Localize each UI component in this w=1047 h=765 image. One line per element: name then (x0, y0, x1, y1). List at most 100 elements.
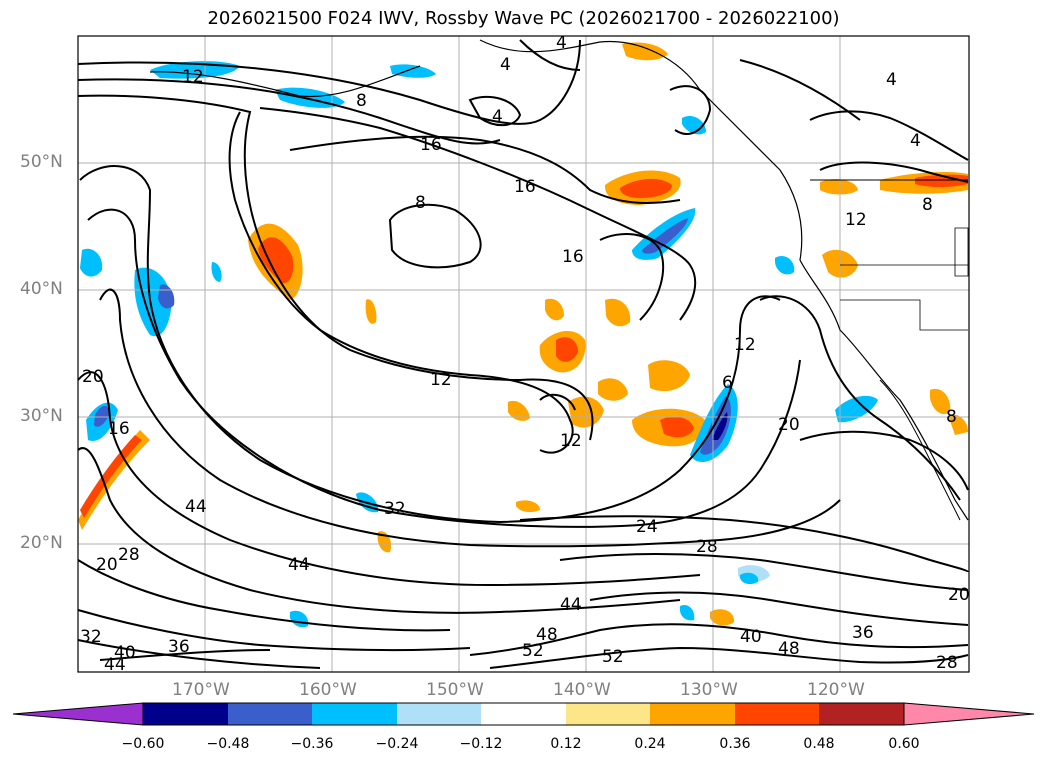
contour-line (77, 609, 471, 652)
colorbar-segment (481, 703, 566, 725)
fill-positive (545, 298, 564, 321)
graticule (78, 36, 969, 672)
lat-label: 20°N (20, 533, 63, 553)
contour-line (809, 110, 969, 161)
contour-label: 20 (948, 585, 970, 605)
lat-label: 30°N (20, 406, 63, 426)
colorbar-tick-label: 0.24 (634, 736, 666, 752)
map-border (77, 35, 970, 673)
contour-label: 16 (514, 177, 536, 197)
colorbar-tick-label: −0.48 (206, 736, 250, 752)
contour-label: 16 (562, 247, 584, 267)
colorbar (12, 702, 1035, 726)
contour-label: 12 (182, 67, 204, 87)
contour-label: 4 (500, 55, 511, 75)
fill-positive (820, 179, 858, 195)
lon-label: 170°W (172, 680, 230, 700)
contour-line (599, 233, 665, 321)
lon-label: 160°W (299, 680, 357, 700)
coastline (149, 39, 969, 521)
contour-line (99, 288, 841, 548)
fill-negative (211, 262, 222, 282)
contour-line (669, 85, 712, 135)
fill-positive (620, 178, 672, 198)
contour-line (77, 94, 594, 441)
colorbar-tick-label: 0.60 (888, 736, 920, 752)
map-area (78, 36, 969, 672)
colorbar-tick-label: 0.12 (550, 736, 582, 752)
contour-line (77, 39, 581, 125)
contour-label: 20 (82, 367, 104, 387)
contour-label: 24 (636, 517, 658, 537)
fill-negative (94, 405, 110, 427)
fill-negative (642, 218, 688, 254)
contour-label: 6 (722, 373, 733, 393)
contour-line (468, 95, 522, 127)
contour-label: 52 (602, 647, 624, 667)
contour-line (519, 39, 581, 71)
fill-positive (648, 360, 690, 392)
fill-negative (390, 64, 436, 78)
lake-outline (954, 227, 969, 277)
contour-line (519, 515, 969, 573)
colorbar-segment (397, 703, 481, 725)
fill-negative (775, 255, 795, 275)
colorbar-segment (566, 703, 650, 725)
fill-positive (516, 500, 540, 513)
contour-line (79, 165, 781, 524)
contour-label: 44 (104, 655, 126, 675)
north-america-coast (479, 39, 969, 521)
baja-coast (879, 379, 961, 521)
fill-positive (78, 430, 150, 530)
fill-negative (700, 396, 731, 455)
contour-label: 12 (845, 210, 867, 230)
colorbar-extend-low (12, 702, 144, 726)
contour-label: 4 (556, 33, 567, 53)
fill-positive (605, 298, 631, 327)
fill-positive (508, 400, 530, 421)
contour-line (77, 371, 701, 587)
colorbar-tick-label: −0.60 (121, 736, 165, 752)
contour-label: 32 (384, 499, 406, 519)
fill-positive (365, 299, 377, 324)
contour-line (77, 559, 451, 632)
colorbar-segment (819, 703, 904, 725)
fill-negative (740, 572, 759, 585)
fill-negative (835, 395, 878, 423)
contour-label: 40 (740, 627, 762, 647)
lon-label: 130°W (680, 680, 738, 700)
contour-line (77, 639, 321, 669)
contour-label: 16 (420, 135, 442, 155)
contour-label: 8 (946, 407, 957, 427)
contour-label: 44 (288, 555, 310, 575)
contour-line (589, 591, 969, 626)
fill-negative (682, 115, 706, 135)
lon-label: 120°W (807, 680, 865, 700)
contour-labels: 12 8 4 4 4 4 4 16 16 8 12 8 16 12 12 12 … (80, 33, 970, 675)
state-border (840, 299, 968, 331)
contour-label: 36 (852, 623, 874, 643)
contour-label: 52 (522, 641, 544, 661)
fill-positive (258, 237, 294, 284)
colorbar-frame (142, 702, 905, 726)
contour-label: 28 (936, 653, 958, 673)
contour-line (77, 78, 501, 145)
fill-negative (80, 248, 103, 277)
fill-positive (660, 416, 694, 438)
fill-positive (948, 414, 968, 435)
contour-line (259, 107, 697, 321)
contour-line (99, 649, 271, 661)
contour-label: 28 (696, 537, 718, 557)
contour-line (489, 646, 969, 669)
contour-label: 12 (734, 335, 756, 355)
contour-label: 8 (415, 193, 426, 213)
contour-line (469, 623, 969, 656)
contour-line (87, 208, 801, 528)
lon-label: 150°W (426, 680, 484, 700)
contour-label: 36 (168, 637, 190, 657)
contour-label: 4 (492, 107, 503, 127)
colorbar-tick-label: −0.24 (375, 736, 419, 752)
contour-label: 8 (356, 91, 367, 111)
fill-positive (930, 388, 951, 415)
